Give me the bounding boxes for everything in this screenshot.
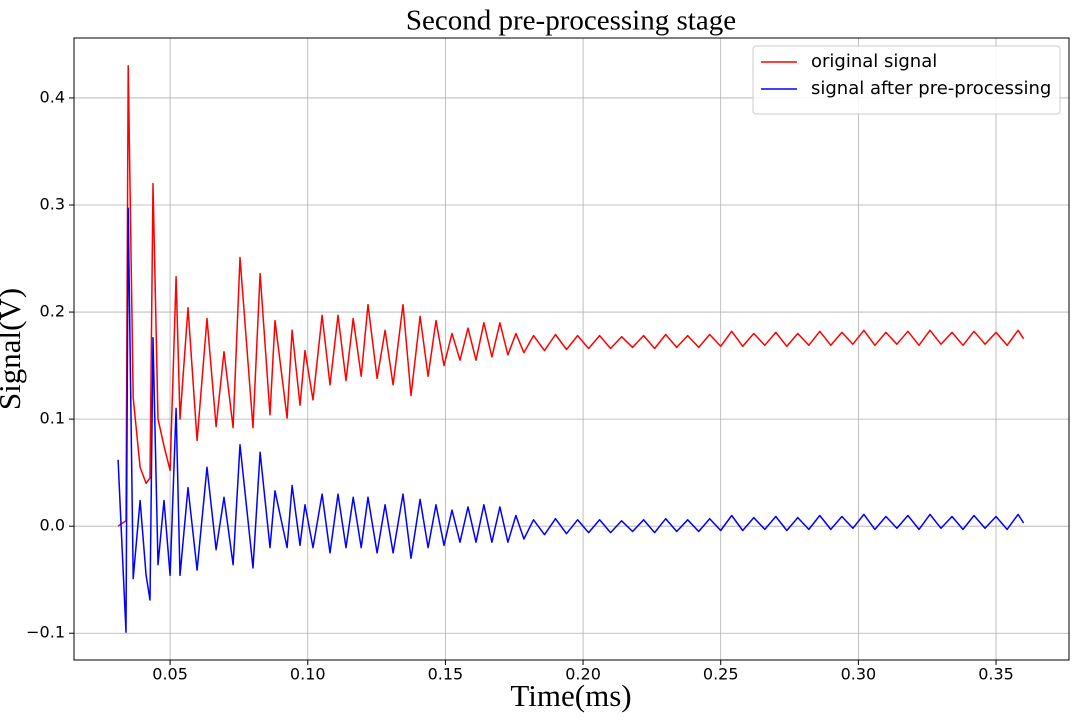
legend-label: signal after pre-processing xyxy=(811,78,1051,99)
chart-title: Second pre-processing stage xyxy=(406,5,736,37)
x-axis-label: Time(ms) xyxy=(510,678,631,713)
y-tick-label: 0.4 xyxy=(40,87,65,106)
x-tick-label: 0.05 xyxy=(152,665,188,684)
x-tick-label: 0.15 xyxy=(428,665,464,684)
legend-label: original signal xyxy=(811,51,937,72)
y-tick-label: −0.1 xyxy=(26,623,65,642)
series-line xyxy=(117,207,1025,633)
series-line xyxy=(117,65,1025,527)
legend-box xyxy=(752,45,1061,115)
y-tick-label: 0.1 xyxy=(40,409,65,428)
y-axis-label: Signal(V) xyxy=(0,288,27,410)
y-tick-label: 0.0 xyxy=(40,516,65,535)
x-tick-label: 0.30 xyxy=(841,665,877,684)
plot-frame xyxy=(73,37,1070,661)
y-tick-label: 0.2 xyxy=(40,302,65,321)
x-tick-label: 0.10 xyxy=(290,665,326,684)
x-tick-label: 0.20 xyxy=(565,665,601,684)
y-tick-label: 0.3 xyxy=(40,195,65,214)
x-tick-label: 0.35 xyxy=(978,665,1014,684)
legend: original signal signal after pre-processi… xyxy=(752,45,1061,115)
x-tick-label: 0.25 xyxy=(703,665,739,684)
